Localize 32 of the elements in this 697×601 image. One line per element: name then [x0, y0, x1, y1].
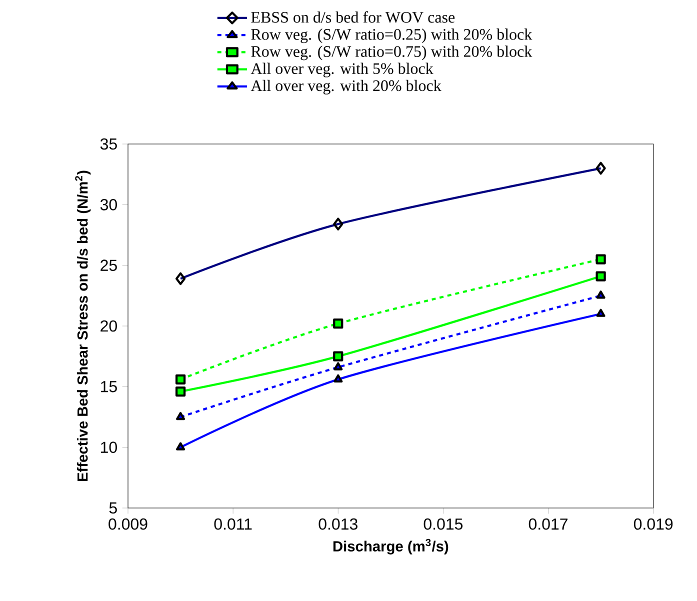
- y-tick-label: 15: [101, 381, 117, 392]
- point: [333, 318, 344, 329]
- y-axis-title: Effective Bed Shear Stress on d/s bed (N/m$^{2}$): [75, 170, 91, 482]
- y-tick-label: 30: [100, 199, 117, 210]
- point: [334, 362, 343, 370]
- point: [596, 254, 606, 264]
- legend-label: EBSS on d/s bed for WOV case: [251, 11, 455, 23]
- legend-label: Row veg. (S/W ratio=0.75) with 20% block: [251, 46, 532, 60]
- point: [333, 351, 344, 362]
- x-tick-label: 0.017: [528, 518, 568, 530]
- x-axis-title: Discharge (m$^{3}$/s): [333, 538, 448, 554]
- x-tick-label: 0.013: [318, 518, 358, 530]
- x-tick-label: 0.009: [108, 518, 148, 530]
- point: [176, 442, 186, 450]
- point: [175, 386, 186, 397]
- legend-label: All over veg. with 20% block: [250, 80, 442, 94]
- x-tick-label: 0.015: [424, 518, 463, 530]
- legend-label: All over veg. with 5% block: [250, 62, 434, 78]
- point: [596, 308, 606, 317]
- point: [175, 374, 186, 384]
- x-tick-label: 0.011: [214, 518, 252, 530]
- legend-label: Row veg. (S/W ratio=0.25) with 20% block: [251, 28, 532, 44]
- y-tick-label: 25: [100, 260, 117, 271]
- point: [596, 290, 606, 299]
- y-tick-label: 35: [100, 138, 117, 150]
- y-tick-label: 20: [100, 320, 117, 332]
- x-tick-label: 0.019: [634, 518, 673, 530]
- y-tick-label: 5: [109, 502, 117, 514]
- point: [176, 412, 186, 420]
- y-tick-label: 10: [101, 442, 117, 453]
- point: [596, 271, 606, 282]
- point: [334, 374, 343, 382]
